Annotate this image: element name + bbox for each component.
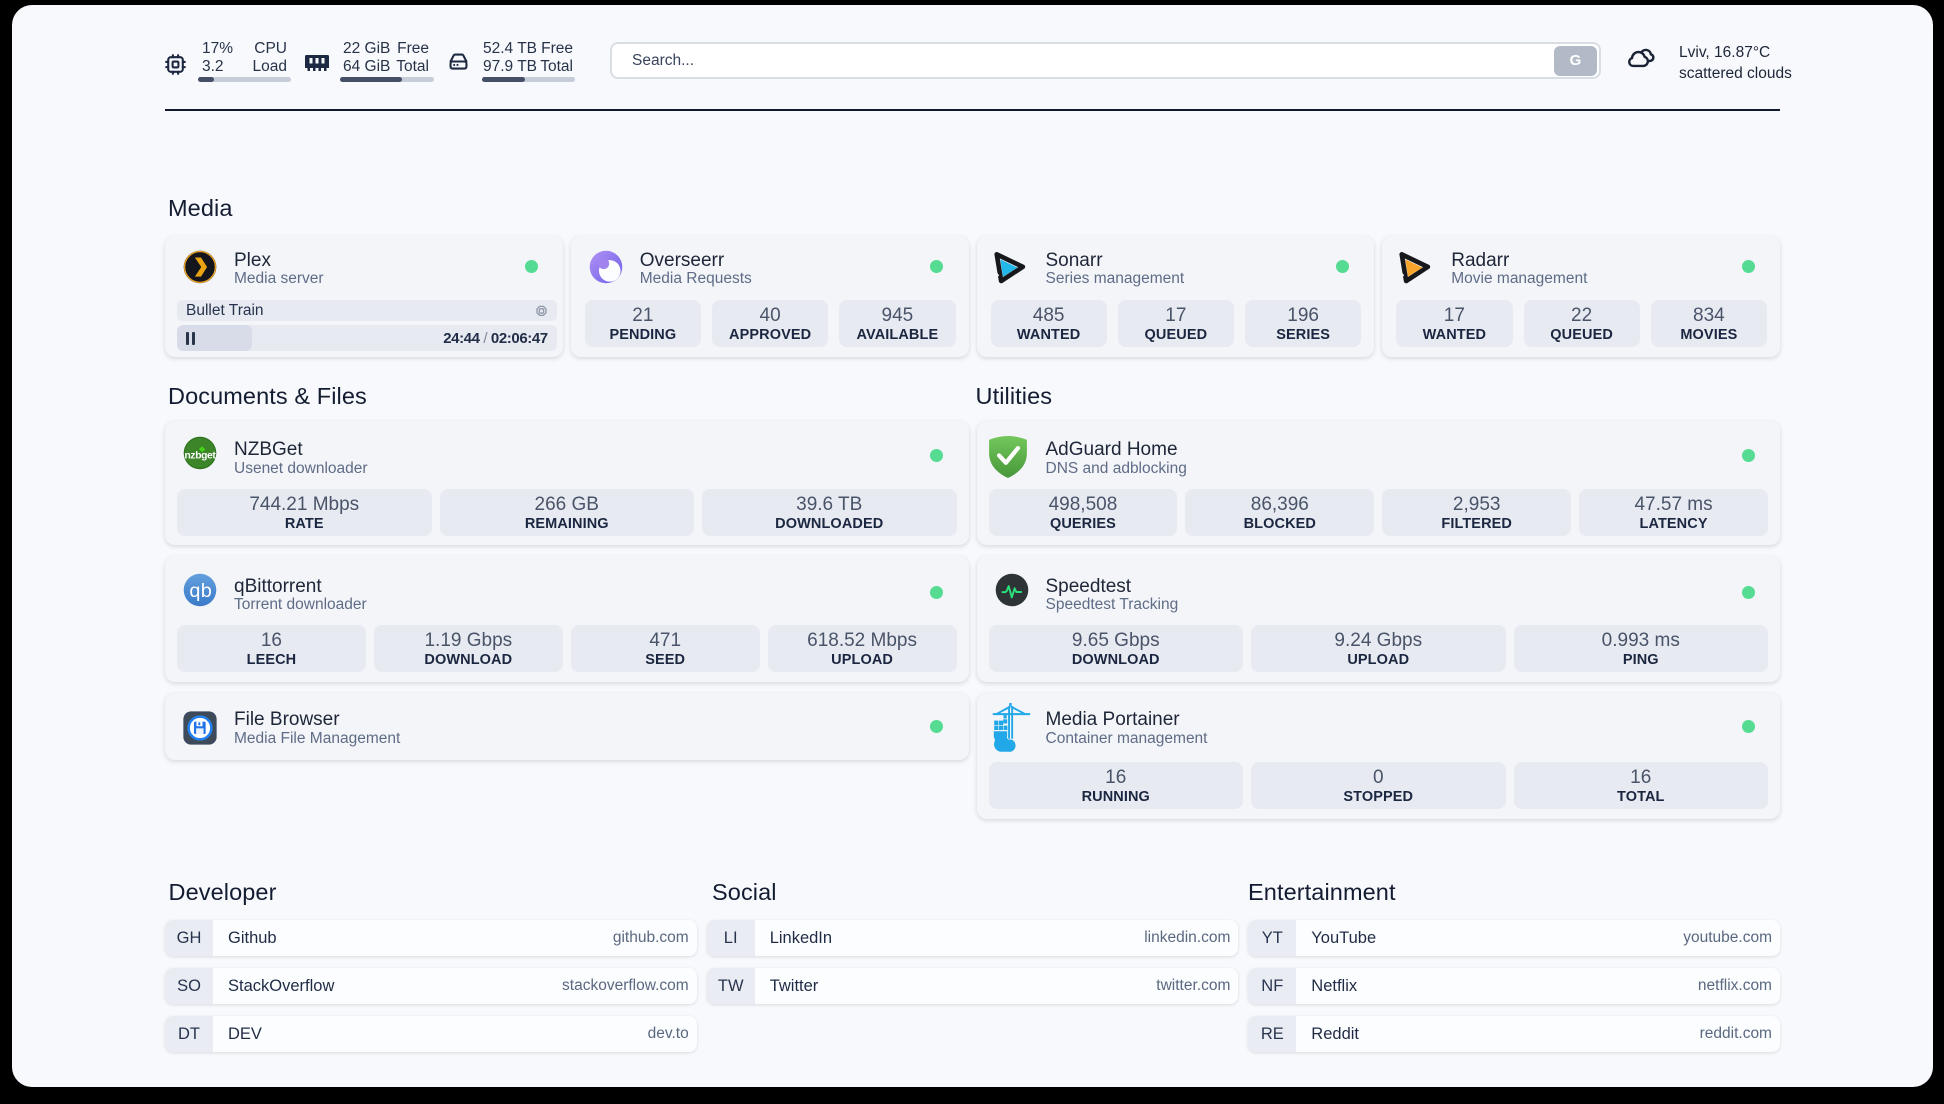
svg-text:nzbget: nzbget: [185, 451, 217, 462]
svg-text:qb: qb: [189, 580, 212, 602]
